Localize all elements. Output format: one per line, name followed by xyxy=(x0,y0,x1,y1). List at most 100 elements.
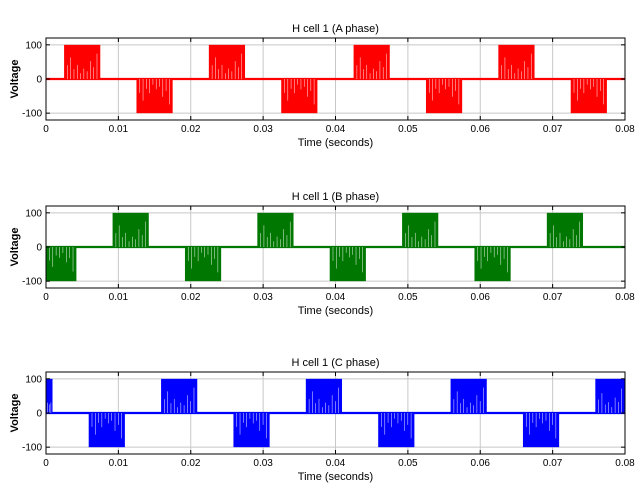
y-tick-label: 100 xyxy=(25,40,42,51)
x-tick-label: 0.02 xyxy=(181,458,201,469)
pulse-block xyxy=(88,413,125,448)
subplot-2: H cell 1 (B phase) 0 0.01 0.02 0.03 0.04 0.05 0… xyxy=(9,191,635,317)
y-tick-label: 100 xyxy=(25,208,42,219)
pulse-fill xyxy=(353,44,390,79)
pulse-block xyxy=(305,378,343,413)
pulse-fill xyxy=(378,413,415,448)
y-tick-label: 0 xyxy=(36,243,42,254)
panels-root: H cell 1 (A phase) 0 0.01 0.02 0.03 0.04 0.05 0… xyxy=(9,23,635,483)
x-tick-label: 0.05 xyxy=(398,292,418,303)
x-tick-label: 0.06 xyxy=(471,458,491,469)
pulse-block xyxy=(281,79,318,114)
pulse-fill xyxy=(88,413,125,448)
y-tick-label: -100 xyxy=(22,277,42,288)
x-tick-label: 0.06 xyxy=(471,292,491,303)
pulse-block xyxy=(498,44,535,79)
y-tick-label: -100 xyxy=(22,443,42,454)
pulse-fill xyxy=(257,212,294,247)
pulse-fill xyxy=(474,247,511,282)
x-tick-label: 0.03 xyxy=(253,124,273,135)
pulse-block xyxy=(233,413,270,448)
pulse-block xyxy=(329,247,366,282)
pulse-fill xyxy=(233,413,270,448)
y-axis-label: Voltage xyxy=(9,60,21,99)
pulse-block xyxy=(402,212,439,247)
x-tick-label: 0.07 xyxy=(543,458,563,469)
pulse-fill xyxy=(595,378,625,413)
pulse-block xyxy=(208,44,246,79)
pulse-fill xyxy=(46,378,53,413)
pulse-block xyxy=(378,413,415,448)
x-tick-label: 0.04 xyxy=(326,292,346,303)
pulse-fill xyxy=(161,378,198,413)
subplot-title: H cell 1 (C phase) xyxy=(291,357,379,369)
pulse-block xyxy=(522,413,560,448)
pulse-block xyxy=(46,378,53,413)
pulse-fill xyxy=(208,44,246,79)
subplot-1: H cell 1 (A phase) 0 0.01 0.02 0.03 0.04 0.05 0… xyxy=(9,23,635,149)
x-tick-label: 0.01 xyxy=(109,458,129,469)
y-tick-label: -100 xyxy=(22,109,42,120)
pulse-block xyxy=(161,378,198,413)
subplot-title: H cell 1 (B phase) xyxy=(292,191,379,203)
y-tick-label: 0 xyxy=(36,75,42,86)
pulse-fill xyxy=(64,44,101,79)
pulse-fill xyxy=(184,247,222,282)
x-axis-label: Time (seconds) xyxy=(298,471,373,483)
pulse-fill xyxy=(329,247,366,282)
x-tick-label: 0.08 xyxy=(615,458,635,469)
pulse-block xyxy=(257,212,294,247)
x-tick-label: 0 xyxy=(43,458,49,469)
x-tick-label: 0.01 xyxy=(109,124,129,135)
y-tick-label: 100 xyxy=(25,374,42,385)
x-tick-label: 0.06 xyxy=(471,124,491,135)
x-tick-label: 0.02 xyxy=(181,292,201,303)
x-tick-label: 0 xyxy=(43,292,49,303)
pulse-block xyxy=(425,79,463,114)
pulse-block xyxy=(595,378,625,413)
pulse-fill xyxy=(112,212,149,247)
x-tick-label: 0.08 xyxy=(615,124,635,135)
pulse-block xyxy=(64,44,101,79)
y-tick-label: 0 xyxy=(36,409,42,420)
x-tick-label: 0.04 xyxy=(326,458,346,469)
x-axis-label: Time (seconds) xyxy=(298,305,373,317)
pulse-fill xyxy=(46,247,77,282)
subplot-3: H cell 1 (C phase) 0 0.01 0.02 0.03 0.04 0.05 0… xyxy=(9,357,635,483)
y-axis-label: Voltage xyxy=(9,228,21,267)
pulse-block xyxy=(474,247,511,282)
pulse-fill xyxy=(136,79,173,114)
x-tick-label: 0.03 xyxy=(253,292,273,303)
pulse-block xyxy=(46,247,77,282)
pulse-block xyxy=(546,212,584,247)
pulse-block xyxy=(112,212,149,247)
pulse-block xyxy=(570,79,607,114)
x-tick-label: 0.01 xyxy=(109,292,129,303)
pulse-fill xyxy=(546,212,584,247)
x-tick-label: 0.07 xyxy=(543,124,563,135)
pulse-fill xyxy=(498,44,535,79)
pulse-block xyxy=(184,247,222,282)
pulse-block xyxy=(450,378,487,413)
y-axis-label: Voltage xyxy=(9,394,21,433)
pulse-fill xyxy=(522,413,560,448)
x-tick-label: 0 xyxy=(43,124,49,135)
subplot-title: H cell 1 (A phase) xyxy=(292,23,379,35)
x-tick-label: 0.05 xyxy=(398,458,418,469)
pulse-fill xyxy=(305,378,343,413)
x-tick-label: 0.02 xyxy=(181,124,201,135)
x-tick-label: 0.03 xyxy=(253,458,273,469)
x-tick-label: 0.05 xyxy=(398,124,418,135)
x-tick-label: 0.07 xyxy=(543,292,563,303)
pulse-block xyxy=(353,44,390,79)
pulse-block xyxy=(136,79,173,114)
x-axis-label: Time (seconds) xyxy=(298,137,373,149)
pulse-fill xyxy=(570,79,607,114)
pulse-fill xyxy=(425,79,463,114)
pulse-fill xyxy=(402,212,439,247)
pulse-fill xyxy=(450,378,487,413)
x-tick-label: 0.08 xyxy=(615,292,635,303)
x-tick-label: 0.04 xyxy=(326,124,346,135)
pulse-fill xyxy=(281,79,318,114)
